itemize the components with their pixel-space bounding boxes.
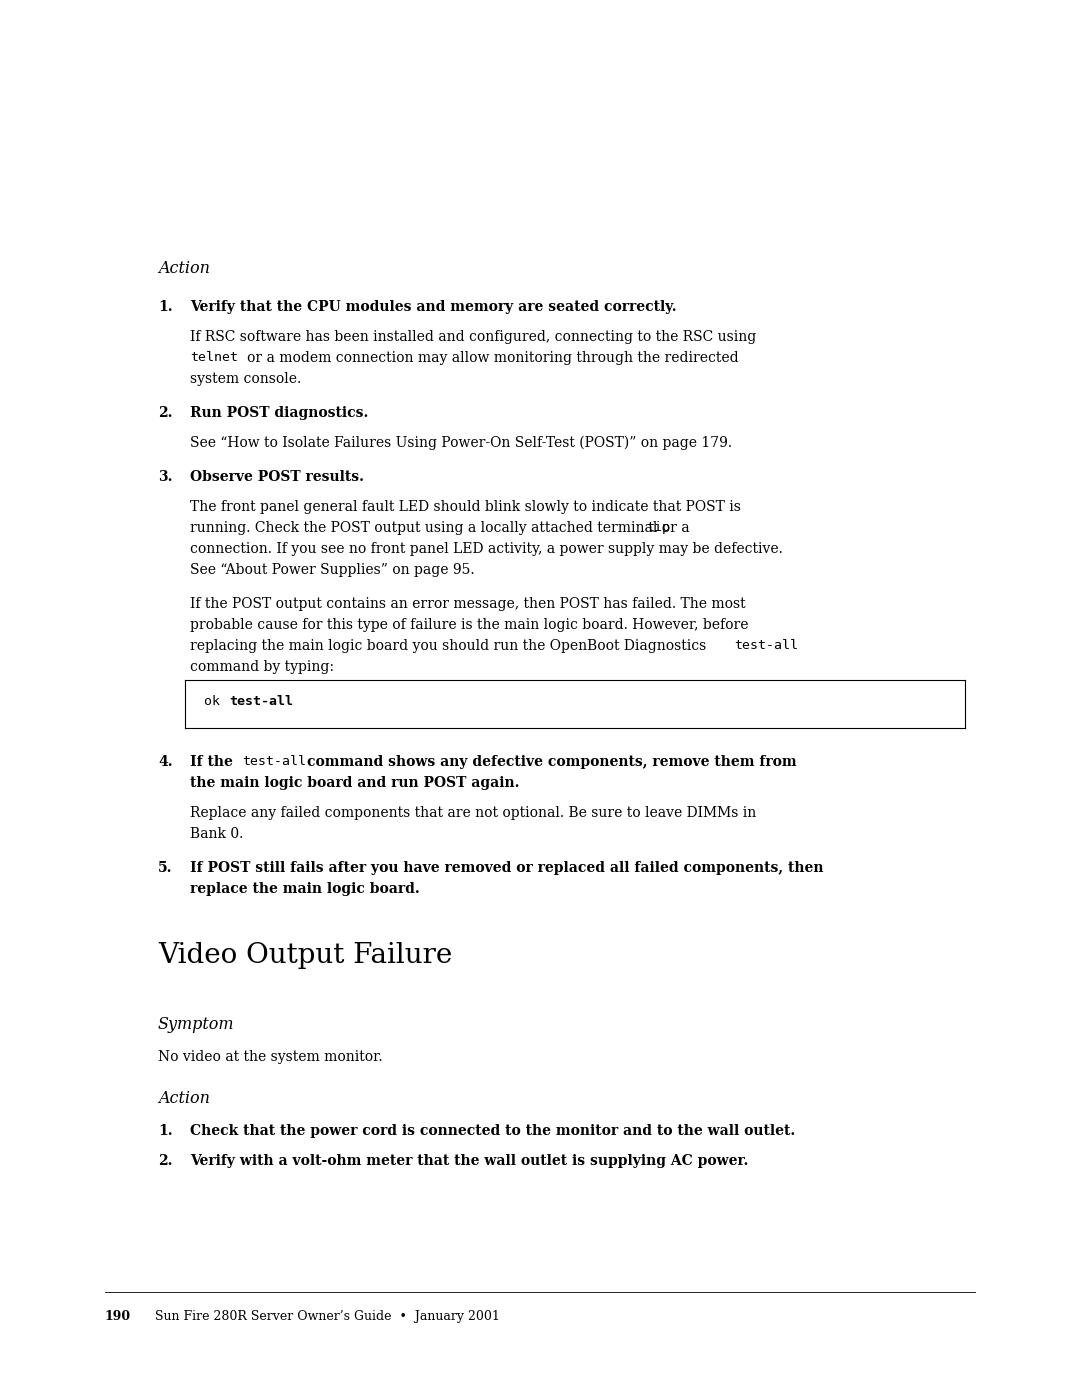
Text: Bank 0.: Bank 0. [190,827,243,841]
Text: If POST still fails after you have removed or replaced all failed components, th: If POST still fails after you have remov… [190,861,824,875]
Text: See “About Power Supplies” on page 95.: See “About Power Supplies” on page 95. [190,563,474,577]
Text: ok: ok [204,696,229,708]
Text: connection. If you see no front panel LED activity, a power supply may be defect: connection. If you see no front panel LE… [190,542,783,556]
Text: test-all: test-all [734,638,798,652]
Text: Verify that the CPU modules and memory are seated correctly.: Verify that the CPU modules and memory a… [190,300,677,314]
Text: Symptom: Symptom [158,1016,234,1032]
Text: telnet: telnet [190,351,238,365]
Text: Check that the power cord is connected to the monitor and to the wall outlet.: Check that the power cord is connected t… [190,1125,795,1139]
Text: tip: tip [646,521,670,534]
Text: See “How to Isolate Failures Using Power-On Self-Test (POST)” on page 179.: See “How to Isolate Failures Using Power… [190,436,732,450]
Text: Video Output Failure: Video Output Failure [158,942,453,970]
Text: If the POST output contains an error message, then POST has failed. The most: If the POST output contains an error mes… [190,597,745,610]
Text: Replace any failed components that are not optional. Be sure to leave DIMMs in: Replace any failed components that are n… [190,806,756,820]
Text: The front panel general fault LED should blink slowly to indicate that POST is: The front panel general fault LED should… [190,500,741,514]
Text: Action: Action [158,1090,210,1106]
Text: test-all: test-all [242,754,306,768]
Text: 2.: 2. [158,407,173,420]
Text: command shows any defective components, remove them from: command shows any defective components, … [307,754,797,768]
Text: probable cause for this type of failure is the main logic board. However, before: probable cause for this type of failure … [190,617,748,631]
Text: No video at the system monitor.: No video at the system monitor. [158,1051,382,1065]
Text: 1.: 1. [158,1125,173,1139]
Text: 4.: 4. [158,754,173,768]
Text: Run POST diagnostics.: Run POST diagnostics. [190,407,368,420]
Text: Verify with a volt-ohm meter that the wall outlet is supplying AC power.: Verify with a volt-ohm meter that the wa… [190,1154,748,1168]
Text: Action: Action [158,260,210,277]
Text: 2.: 2. [158,1154,173,1168]
Text: Sun Fire 280R Server Owner’s Guide  •  January 2001: Sun Fire 280R Server Owner’s Guide • Jan… [156,1310,500,1323]
Text: If the: If the [190,754,238,768]
Text: If RSC software has been installed and configured, connecting to the RSC using: If RSC software has been installed and c… [190,330,756,344]
Text: command by typing:: command by typing: [190,659,334,673]
Text: 190: 190 [105,1310,131,1323]
Text: the main logic board and run POST again.: the main logic board and run POST again. [190,775,519,789]
Text: Observe POST results.: Observe POST results. [190,469,364,483]
Text: test-all: test-all [229,696,294,708]
Text: replace the main logic board.: replace the main logic board. [190,882,420,895]
Text: or a modem connection may allow monitoring through the redirected: or a modem connection may allow monitori… [247,351,739,365]
Text: 1.: 1. [158,300,173,314]
Text: system console.: system console. [190,372,301,386]
Text: running. Check the POST output using a locally attached terminal or a: running. Check the POST output using a l… [190,521,690,535]
Text: 5.: 5. [158,861,173,875]
Text: 3.: 3. [158,469,173,483]
Text: replacing the main logic board you should run the OpenBoot Diagnostics: replacing the main logic board you shoul… [190,638,706,652]
